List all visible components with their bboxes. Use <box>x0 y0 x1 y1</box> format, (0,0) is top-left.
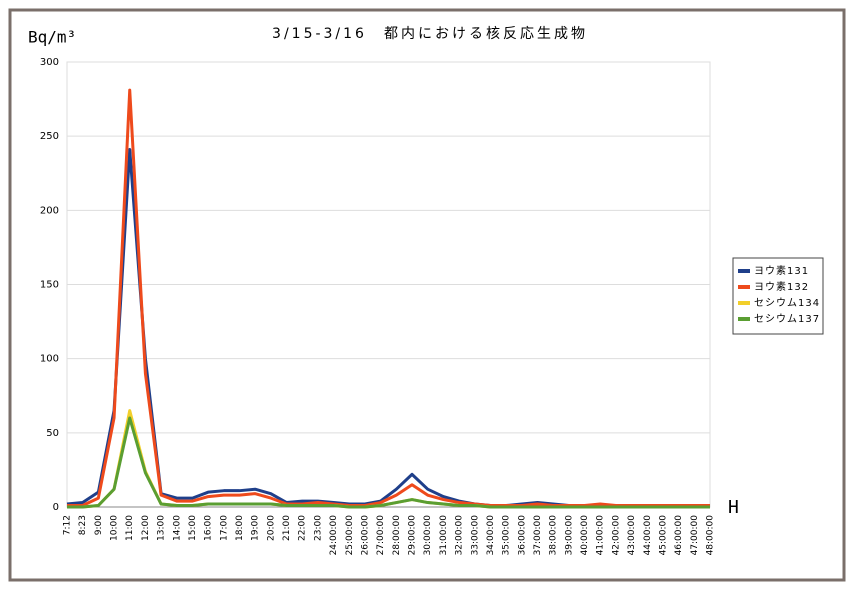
legend-label: ヨウ素132 <box>754 280 809 293</box>
legend-label: ヨウ素131 <box>754 264 809 277</box>
legend-label: セシウム137 <box>754 313 820 325</box>
chart-title: 3/15-3/16 都内における核反応生成物 <box>272 26 588 42</box>
x-tick-label: 22:00 <box>298 515 308 541</box>
x-tick-label: 43:00:00 <box>627 515 637 556</box>
x-tick-label: 24:00:00 <box>329 515 339 556</box>
x-tick-label: 34:00:00 <box>486 515 496 556</box>
x-tick-label: 46:00:00 <box>674 515 684 556</box>
y-tick-label: 250 <box>40 131 59 142</box>
x-tick-label: 35:00:00 <box>502 515 512 556</box>
x-tick-label: 42:00:00 <box>611 515 621 556</box>
x-tick-label: 21:00 <box>282 515 292 541</box>
x-tick-label: 41:00:00 <box>596 515 606 556</box>
x-axis-label: H <box>728 497 739 518</box>
y-tick-label: 150 <box>40 280 59 291</box>
x-tick-label: 45:00:00 <box>658 515 668 556</box>
x-tick-label: 29:00:00 <box>408 515 418 556</box>
x-tick-label: 19:00 <box>251 515 261 541</box>
legend-label: セシウム134 <box>754 297 820 309</box>
x-tick-label: 23:00 <box>313 515 323 541</box>
x-tick-label: 8:23 <box>78 515 88 535</box>
x-tick-label: 37:00:00 <box>533 515 543 556</box>
series-line <box>67 416 710 509</box>
x-tick-label: 12:00 <box>141 515 151 541</box>
x-tick-label: 11:00 <box>125 515 135 541</box>
x-tick-label: 14:00 <box>172 515 182 541</box>
x-tick-label: 33:00:00 <box>470 515 480 556</box>
x-tick-label: 10:00 <box>110 515 120 541</box>
x-tick-label: 13:00 <box>157 515 167 541</box>
x-tick-label: 38:00:00 <box>549 515 559 556</box>
x-tick-label: 39:00:00 <box>564 515 574 556</box>
y-axis-label: Bq/m³ <box>28 28 76 47</box>
y-tick-label: 50 <box>46 428 59 439</box>
x-tick-label: 17:00 <box>219 515 229 541</box>
x-tick-label: 30:00:00 <box>423 515 433 556</box>
x-tick-label: 47:00:00 <box>690 515 700 556</box>
x-tick-label: 18:00 <box>235 515 245 541</box>
y-tick-label: 300 <box>40 57 59 68</box>
x-tick-label: 9:00 <box>94 515 104 535</box>
x-tick-label: 40:00:00 <box>580 515 590 556</box>
x-tick-label: 26:00:00 <box>360 515 370 556</box>
x-tick-label: 27:00:00 <box>376 515 386 556</box>
y-tick-label: 100 <box>40 354 59 365</box>
y-tick-label: 0 <box>53 502 59 513</box>
y-tick-label: 200 <box>40 205 59 216</box>
series-line <box>67 88 710 508</box>
x-tick-label: 25:00:00 <box>345 515 355 556</box>
x-tick-label: 15:00 <box>188 515 198 541</box>
x-tick-label: 32:00:00 <box>455 515 465 556</box>
x-tick-label: 31:00:00 <box>439 515 449 556</box>
x-tick-label: 7:12 <box>63 515 73 535</box>
x-tick-label: 44:00:00 <box>643 515 653 556</box>
x-tick-label: 28:00:00 <box>392 515 402 556</box>
x-tick-label: 16:00 <box>204 515 214 541</box>
x-tick-label: 36:00:00 <box>517 515 527 556</box>
x-tick-label: 48:00:00 <box>706 515 716 556</box>
frame <box>8 8 846 582</box>
x-tick-label: 20:00 <box>266 515 276 541</box>
